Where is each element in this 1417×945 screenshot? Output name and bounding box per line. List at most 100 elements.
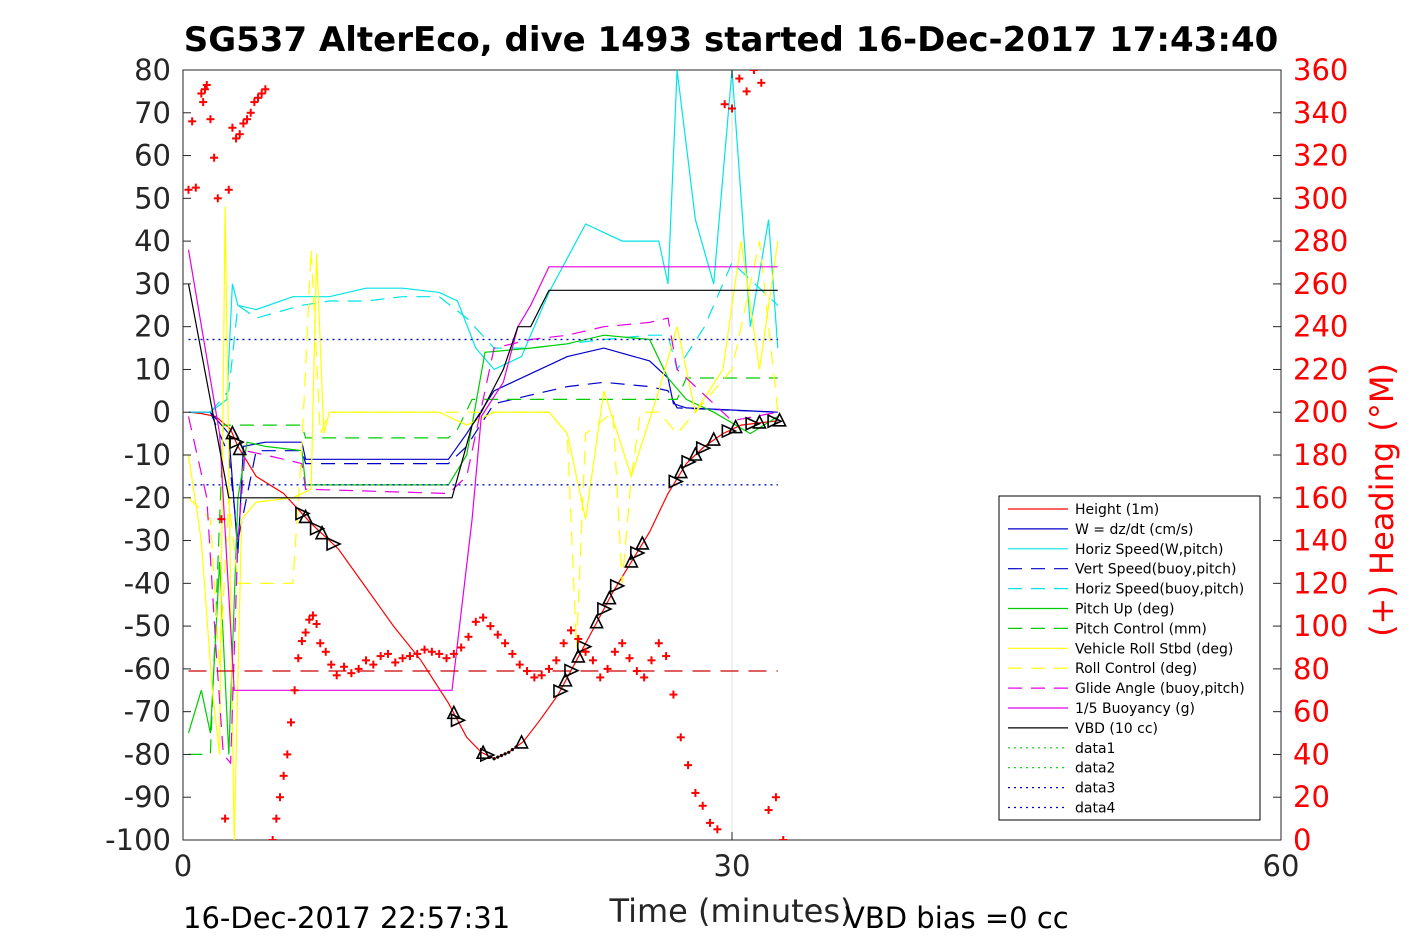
heading-point <box>581 647 590 656</box>
heading-point <box>246 108 255 117</box>
y-tick-label: -20 <box>124 481 171 515</box>
y2-tick-label: 280 <box>1293 224 1348 258</box>
heading-point <box>369 660 378 669</box>
height-triangle-marker <box>597 601 613 617</box>
y-tick-label: 80 <box>134 53 171 87</box>
heading-point <box>632 667 641 676</box>
heading-point <box>217 515 226 524</box>
y-tick-label: -30 <box>124 524 171 558</box>
y-tick-label: -60 <box>124 652 171 686</box>
legend: Height (1m) W = dz/dt (cm/s) Horiz Speed(W… <box>998 495 1261 821</box>
heading-point <box>199 98 208 107</box>
legend-label: data1 <box>1075 741 1115 757</box>
height-dot-marker <box>514 745 518 749</box>
height-dot-marker <box>503 752 507 756</box>
height-triangle-marker <box>706 431 721 446</box>
heading-point <box>742 87 751 96</box>
height-triangle-marker <box>558 672 573 687</box>
y-tick-label: 30 <box>134 267 171 301</box>
heading-point <box>327 660 336 669</box>
heading-point <box>676 733 685 742</box>
height-dot-marker <box>507 750 511 754</box>
heading-point <box>261 85 270 94</box>
y2-tick-label: 320 <box>1293 139 1348 173</box>
heading-point <box>435 649 444 658</box>
series-roll-control-deg <box>188 240 779 669</box>
heading-point <box>537 671 546 680</box>
heading-point <box>221 814 230 823</box>
heading-point <box>184 185 193 194</box>
heading-point <box>713 825 722 834</box>
y-tick-label: -40 <box>124 566 171 600</box>
heading-point <box>771 793 780 802</box>
legend-label: VBD (10 cc) <box>1075 721 1158 737</box>
legend-label: Vehicle Roll Stbd (deg) <box>1075 641 1233 657</box>
heading-point <box>347 669 356 678</box>
heading-point <box>559 639 568 648</box>
y-tick-label: -90 <box>124 780 171 814</box>
heading-point <box>316 639 325 648</box>
heading-point <box>362 656 370 665</box>
heading-point <box>200 85 209 94</box>
heading-point <box>618 639 627 648</box>
heading-point <box>279 771 288 780</box>
y2-tick-label: 100 <box>1293 609 1348 643</box>
heading-point <box>779 836 788 840</box>
heading-point <box>654 639 663 648</box>
heading-point <box>206 115 215 124</box>
heading-point <box>420 645 429 654</box>
heading-point <box>272 814 281 823</box>
heading-point <box>250 98 259 107</box>
heading-point <box>603 664 612 673</box>
height-dot-marker <box>510 748 514 752</box>
footer-timestamp: 16-Dec-2017 22:57:31 <box>183 901 510 935</box>
height-triangle-marker <box>695 440 712 456</box>
heading-point <box>213 194 222 203</box>
y-tick-label: -70 <box>124 695 171 729</box>
heading-point <box>305 615 314 624</box>
height-triangle-marker <box>229 434 245 450</box>
heading-point <box>268 836 277 840</box>
heading-point <box>566 626 575 635</box>
height-triangle-marker <box>326 536 342 552</box>
heading-point <box>275 793 284 802</box>
heading-point <box>257 89 266 98</box>
heading-point <box>294 654 303 663</box>
heading-point <box>449 649 458 658</box>
legend-label: Glide Angle (buoy,pitch) <box>1075 681 1245 697</box>
y-tick-label: -50 <box>124 609 171 643</box>
y-tick-label: 0 <box>153 395 171 429</box>
y2-tick-label: 220 <box>1293 352 1348 386</box>
heading-point <box>405 652 414 661</box>
height-triangle-marker <box>314 524 330 540</box>
heading-point <box>232 134 241 143</box>
legend-box <box>998 495 1261 821</box>
heading-point <box>728 104 736 113</box>
height-triangle-marker <box>609 578 626 594</box>
height-triangle-marker <box>721 423 738 439</box>
heading-point <box>283 750 292 759</box>
y2-tick-label: 260 <box>1293 267 1348 301</box>
heading-point <box>457 643 466 652</box>
heading-point <box>706 818 715 827</box>
y2-tick-label: 180 <box>1293 438 1348 472</box>
heading-point <box>574 634 583 643</box>
height-triangle-marker <box>232 440 248 456</box>
height-dot-marker <box>488 755 493 759</box>
height-triangle-marker <box>553 683 569 699</box>
height-triangle-marker <box>681 454 697 470</box>
height-triangle-marker <box>772 411 787 427</box>
heading-point <box>486 622 495 631</box>
y2-tick-label: 40 <box>1293 737 1330 771</box>
legend-label: Pitch Up (deg) <box>1075 602 1174 618</box>
heading-point <box>308 611 317 620</box>
series-pitch-up-deg <box>187 334 779 755</box>
heading-point <box>625 654 634 663</box>
y-tick-label: 50 <box>134 181 171 215</box>
y2-tick-label: 120 <box>1293 566 1348 600</box>
height-triangle-marker <box>745 416 762 432</box>
x-axis-label: Time (minutes) <box>609 892 853 930</box>
height-dot-marker <box>492 757 496 761</box>
heading-point <box>442 654 451 663</box>
